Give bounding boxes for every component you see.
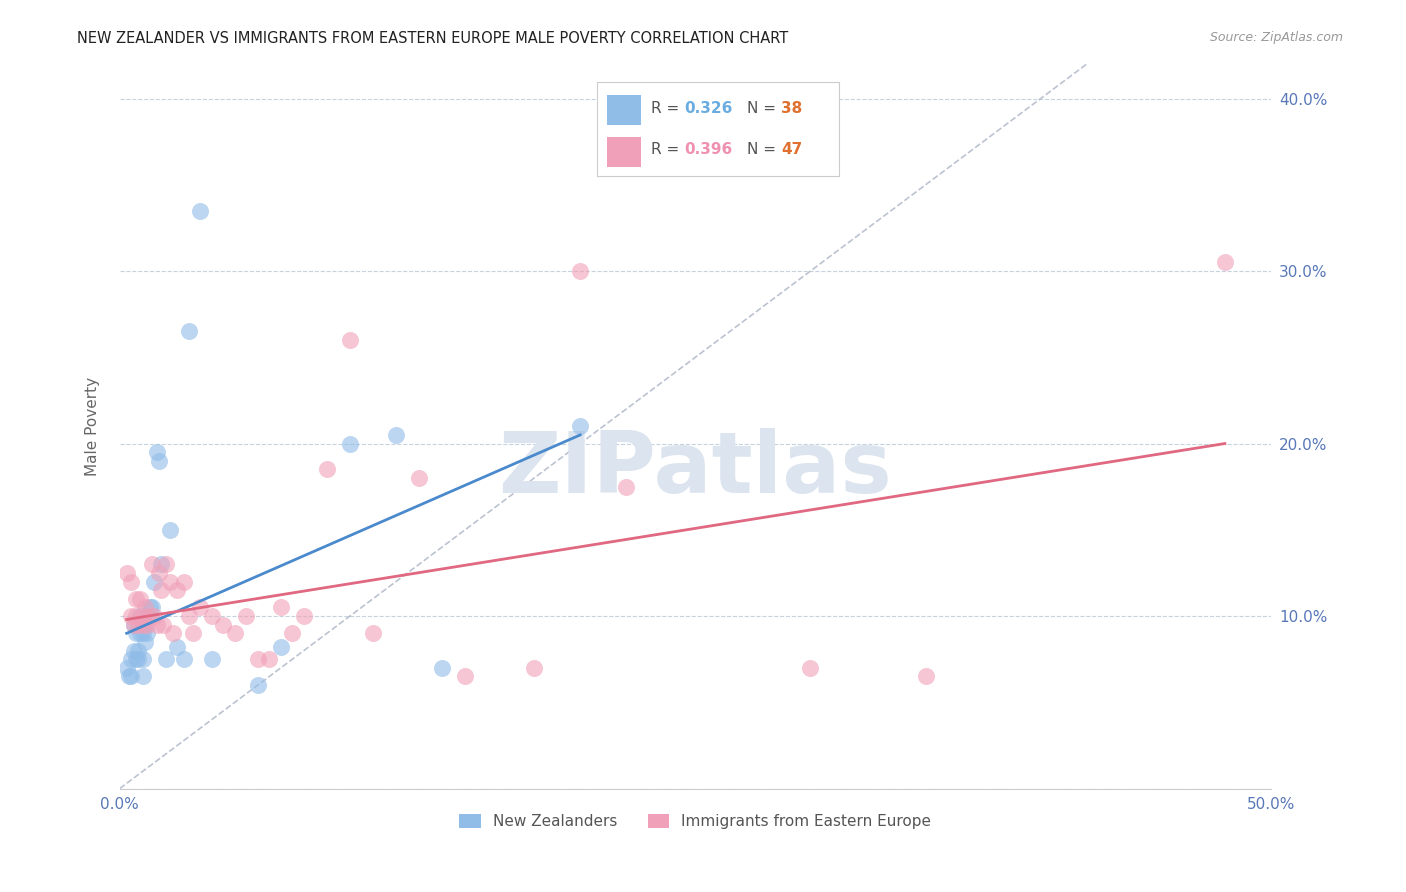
Point bbox=[177, 325, 200, 339]
Point bbox=[430, 661, 453, 675]
Point bbox=[212, 617, 235, 632]
Point bbox=[148, 566, 170, 580]
Point bbox=[150, 558, 173, 572]
Point bbox=[523, 661, 546, 675]
Y-axis label: Male Poverty: Male Poverty bbox=[86, 376, 100, 475]
Point bbox=[173, 652, 195, 666]
Point bbox=[339, 436, 361, 450]
Point bbox=[162, 626, 184, 640]
Text: Source: ZipAtlas.com: Source: ZipAtlas.com bbox=[1209, 31, 1343, 45]
Point bbox=[385, 428, 408, 442]
Point bbox=[177, 609, 200, 624]
Point bbox=[132, 669, 155, 683]
Point bbox=[132, 617, 155, 632]
Point bbox=[122, 617, 145, 632]
Point bbox=[129, 591, 152, 606]
Point bbox=[125, 591, 148, 606]
Point bbox=[201, 652, 224, 666]
Point bbox=[246, 652, 269, 666]
Point bbox=[120, 652, 142, 666]
Point bbox=[138, 609, 160, 624]
Point bbox=[136, 617, 159, 632]
Point bbox=[145, 617, 167, 632]
Text: NEW ZEALANDER VS IMMIGRANTS FROM EASTERN EUROPE MALE POVERTY CORRELATION CHART: NEW ZEALANDER VS IMMIGRANTS FROM EASTERN… bbox=[77, 31, 789, 46]
Point bbox=[183, 626, 205, 640]
Point bbox=[132, 626, 155, 640]
Point bbox=[159, 574, 181, 589]
Point bbox=[125, 626, 148, 640]
Point bbox=[134, 635, 156, 649]
Point bbox=[118, 669, 141, 683]
Point bbox=[132, 609, 155, 624]
Point bbox=[115, 566, 138, 580]
Point bbox=[235, 609, 257, 624]
Point bbox=[316, 462, 339, 476]
Point bbox=[143, 574, 166, 589]
Point bbox=[120, 669, 142, 683]
Point bbox=[281, 626, 304, 640]
Point bbox=[166, 640, 188, 654]
Point bbox=[173, 574, 195, 589]
Point bbox=[259, 652, 281, 666]
Point bbox=[122, 617, 145, 632]
Point bbox=[148, 454, 170, 468]
Point bbox=[270, 640, 292, 654]
Point bbox=[155, 558, 177, 572]
Point bbox=[120, 574, 142, 589]
Point bbox=[129, 626, 152, 640]
Point bbox=[454, 669, 477, 683]
Point bbox=[127, 652, 149, 666]
Point bbox=[143, 609, 166, 624]
Point bbox=[166, 583, 188, 598]
Point bbox=[134, 617, 156, 632]
Point bbox=[339, 333, 361, 347]
Point bbox=[120, 609, 142, 624]
Point bbox=[188, 600, 211, 615]
Text: ZIPatlas: ZIPatlas bbox=[499, 428, 893, 511]
Point bbox=[361, 626, 384, 640]
Point bbox=[159, 523, 181, 537]
Point bbox=[136, 609, 159, 624]
Point bbox=[141, 600, 163, 615]
Point bbox=[914, 669, 936, 683]
Point bbox=[138, 600, 160, 615]
Point bbox=[125, 652, 148, 666]
Point bbox=[152, 617, 174, 632]
Point bbox=[408, 471, 430, 485]
Point bbox=[155, 652, 177, 666]
Point bbox=[1213, 255, 1236, 269]
Point bbox=[569, 419, 592, 434]
Point bbox=[122, 643, 145, 657]
Point bbox=[127, 617, 149, 632]
Point bbox=[132, 652, 155, 666]
Point bbox=[224, 626, 246, 640]
Point bbox=[129, 609, 152, 624]
Point bbox=[141, 558, 163, 572]
Point bbox=[127, 643, 149, 657]
Point bbox=[115, 661, 138, 675]
Point bbox=[246, 678, 269, 692]
Point bbox=[799, 661, 821, 675]
Point bbox=[145, 445, 167, 459]
Point bbox=[614, 480, 637, 494]
Point bbox=[188, 203, 211, 218]
Point bbox=[569, 264, 592, 278]
Legend: New Zealanders, Immigrants from Eastern Europe: New Zealanders, Immigrants from Eastern … bbox=[453, 807, 938, 835]
Point bbox=[150, 583, 173, 598]
Point bbox=[134, 600, 156, 615]
Point bbox=[201, 609, 224, 624]
Point bbox=[292, 609, 315, 624]
Point bbox=[270, 600, 292, 615]
Point bbox=[125, 609, 148, 624]
Point bbox=[136, 626, 159, 640]
